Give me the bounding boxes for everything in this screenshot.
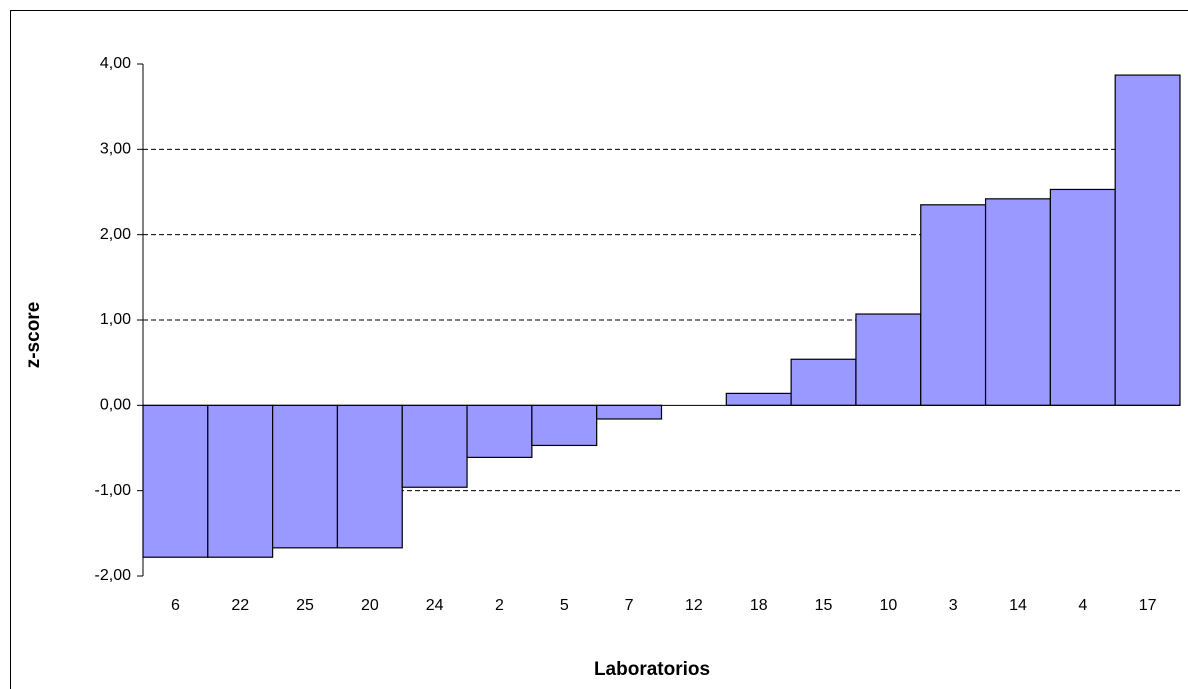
bar: [855, 313, 922, 406]
y-axis-title: z-score: [23, 302, 44, 369]
bar: [142, 404, 209, 558]
bar: [920, 204, 987, 406]
x-tick-label: 25: [296, 597, 314, 614]
x-tick-label: 15: [815, 597, 833, 614]
bar: [1049, 188, 1116, 406]
bar: [207, 404, 274, 558]
x-tick-label: 7: [625, 597, 634, 614]
bar: [401, 404, 468, 488]
bar: [984, 198, 1051, 406]
bar: [790, 358, 857, 406]
y-tick-label: 2,00: [100, 226, 131, 243]
y-tick-label: -1,00: [95, 482, 132, 499]
x-tick-label: 2: [495, 597, 504, 614]
y-tick-label: -2,00: [95, 567, 132, 584]
x-tick-label: 24: [426, 597, 444, 614]
x-tick-label: 17: [1139, 597, 1157, 614]
y-tick-label: 3,00: [100, 141, 131, 158]
x-tick-label: 18: [750, 597, 768, 614]
bar: [725, 392, 792, 406]
x-tick-label: 12: [685, 597, 703, 614]
y-tick-label: 0,00: [100, 397, 131, 414]
x-axis-title: Laboratorios: [594, 659, 710, 680]
bar: [272, 404, 339, 549]
bar: [466, 404, 533, 458]
x-tick-label: 20: [361, 597, 379, 614]
x-tick-label: 14: [1009, 597, 1027, 614]
x-tick-label: 22: [231, 597, 249, 614]
x-tick-label: 6: [171, 597, 180, 614]
bar: [531, 404, 598, 447]
y-tick-label: 1,00: [100, 311, 131, 328]
x-tick-label: 4: [1078, 597, 1087, 614]
bar: [596, 404, 663, 420]
x-tick-label: 10: [879, 597, 897, 614]
x-tick-label: 5: [560, 597, 569, 614]
x-tick-label: 3: [949, 597, 958, 614]
y-tick-label: 4,00: [100, 55, 131, 72]
bar: [336, 404, 403, 549]
bar: [1114, 74, 1181, 406]
